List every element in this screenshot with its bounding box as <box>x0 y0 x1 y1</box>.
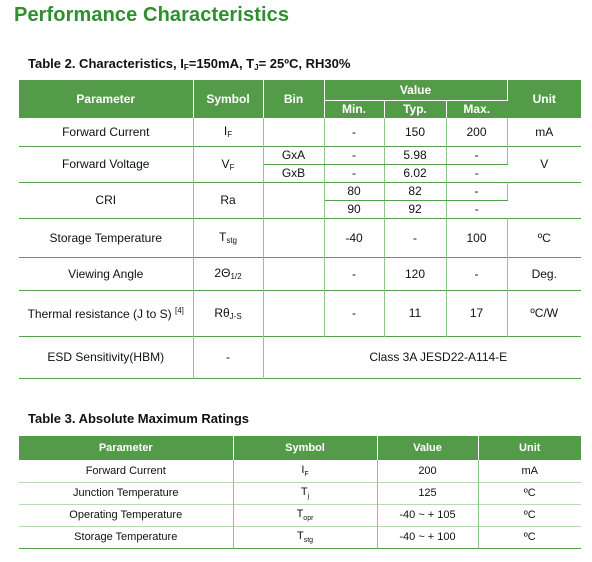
symbol-cell: VF <box>193 146 264 182</box>
unit-cell: ºC <box>537 230 551 245</box>
header-bin: Bin <box>263 80 325 118</box>
bin-cell: GxA <box>263 146 325 165</box>
min-cell: - <box>324 118 385 146</box>
param-cell: CRI <box>19 182 194 218</box>
param-cell: Storage Temperature <box>19 218 194 257</box>
header-symbol: Symbol <box>193 80 264 118</box>
symbol-cell: 2Θ1/2 <box>193 257 264 290</box>
max-cell: - <box>474 202 479 216</box>
unit-cell: ºC <box>523 487 536 499</box>
param-cell: Storage Temperature <box>19 526 234 548</box>
table-row: Thermal resistance (J to S) [4] RθJ-S - … <box>19 290 582 336</box>
value-cell: -40 ~ + 105 <box>377 504 479 526</box>
table-row: Forward Voltage VF GxA - 5.98 - V <box>19 146 581 182</box>
param-cell: ESD Sensitivity(HBM) <box>19 336 194 378</box>
unit-cell: mA <box>521 464 539 477</box>
symbol-cell: IF <box>193 118 264 146</box>
header-max: Max. <box>463 102 491 117</box>
typ-cell: 82 <box>384 182 447 201</box>
header-parameter: Parameter <box>19 80 194 118</box>
unit-cell: ºC/W <box>530 306 559 320</box>
symbol-cell: Ra <box>193 182 264 218</box>
value-cell: 125 <box>377 482 479 504</box>
unit-cell: Deg. <box>531 266 557 281</box>
unit-cell <box>507 182 581 218</box>
table2-caption: Table 2. Characteristics, IF=150mA, TJ= … <box>28 56 351 72</box>
esd-value-cell: Class 3A JESD22-A114-E <box>369 350 508 364</box>
max-cell: 100 <box>446 218 508 257</box>
table-row: CRI Ra 80 82 - <box>19 182 581 218</box>
table-row: Junction Temperature Tj 125 ºC <box>19 482 581 504</box>
symbol-cell: Tstg <box>193 218 264 257</box>
header-min: Min. <box>324 100 385 118</box>
min-cell: 80 <box>324 182 385 201</box>
value-cell: 200 <box>377 460 479 482</box>
header-typ: Typ. <box>384 100 447 118</box>
table-row: GxB - 6.02 - <box>19 164 582 182</box>
typ-cell: 5.98 <box>384 146 447 165</box>
typ-cell: 11 <box>384 290 447 336</box>
typ-cell: - <box>384 218 447 257</box>
max-cell: 200 <box>446 118 508 146</box>
symbol-cell: Topr <box>233 504 378 526</box>
bin-cell <box>263 182 325 218</box>
bin-cell <box>263 257 325 290</box>
header-symbol: Symbol <box>233 436 378 460</box>
unit-cell: ºC <box>523 531 536 543</box>
table-row: Storage Temperature Tstg -40 ~ + 100 ºC <box>19 526 581 548</box>
header-unit: Unit <box>519 442 541 454</box>
characteristics-table: Parameter Symbol Bin Value Unit Min. Typ… <box>19 80 582 379</box>
bin-cell <box>263 218 325 257</box>
table-row: Operating Temperature Topr -40 ~ + 105 º… <box>19 504 581 526</box>
unit-cell: mA <box>535 124 554 139</box>
max-cell: - <box>446 257 508 290</box>
typ-cell: 6.02 <box>384 164 447 182</box>
param-cell: Forward Current <box>19 460 234 482</box>
max-cell: - <box>446 182 508 201</box>
max-cell: 17 <box>446 290 508 336</box>
min-cell: - <box>324 164 385 182</box>
bin-cell <box>263 290 325 336</box>
table-row: Forward Current IF - 150 200 mA <box>19 118 582 146</box>
min-cell: - <box>324 257 385 290</box>
typ-cell: 92 <box>384 200 447 218</box>
param-cell: Viewing Angle <box>19 257 194 290</box>
param-cell: Forward Voltage <box>19 146 194 182</box>
absolute-max-ratings-table: Parameter Symbol Value Unit Forward Curr… <box>19 436 581 549</box>
symbol-cell: IF <box>233 460 378 482</box>
unit-cell: ºC <box>523 509 536 521</box>
table-row: Forward Current IF 200 mA <box>19 460 581 482</box>
max-cell: - <box>446 146 508 165</box>
param-cell: Operating Temperature <box>19 504 234 526</box>
table3-caption: Table 3. Absolute Maximum Ratings <box>28 411 250 426</box>
param-cell: Junction Temperature <box>19 482 234 504</box>
header-parameter: Parameter <box>19 436 234 460</box>
table-row: Viewing Angle 2Θ1/2 - 120 - Deg. <box>19 257 582 290</box>
max-cell: - <box>474 166 479 180</box>
param-cell: Thermal resistance (J to S) [4] <box>19 290 194 336</box>
bin-cell <box>263 118 325 146</box>
symbol-cell: RθJ-S <box>193 290 264 336</box>
symbol-cell: Tstg <box>233 526 378 548</box>
unit-cell: V <box>540 157 549 171</box>
min-cell: - <box>324 146 385 165</box>
symbol-cell: Tj <box>233 482 378 504</box>
symbol-cell: - <box>193 336 264 378</box>
table-row: Storage Temperature Tstg -40 - 100 ºC <box>19 218 582 257</box>
typ-cell: 120 <box>384 257 447 290</box>
header-value: Value <box>324 80 508 101</box>
typ-cell: 150 <box>384 118 447 146</box>
bin-cell: GxB <box>263 164 325 182</box>
value-cell: -40 ~ + 100 <box>377 526 479 548</box>
min-cell: - <box>324 290 385 336</box>
page-title: Performance Characteristics <box>14 4 290 26</box>
min-cell: -40 <box>324 218 385 257</box>
header-unit: Unit <box>532 92 556 106</box>
param-cell: Forward Current <box>19 118 194 146</box>
min-cell: 90 <box>324 200 385 218</box>
table-row: ESD Sensitivity(HBM) - Class 3A JESD22-A… <box>19 336 582 378</box>
header-value: Value <box>377 436 479 460</box>
